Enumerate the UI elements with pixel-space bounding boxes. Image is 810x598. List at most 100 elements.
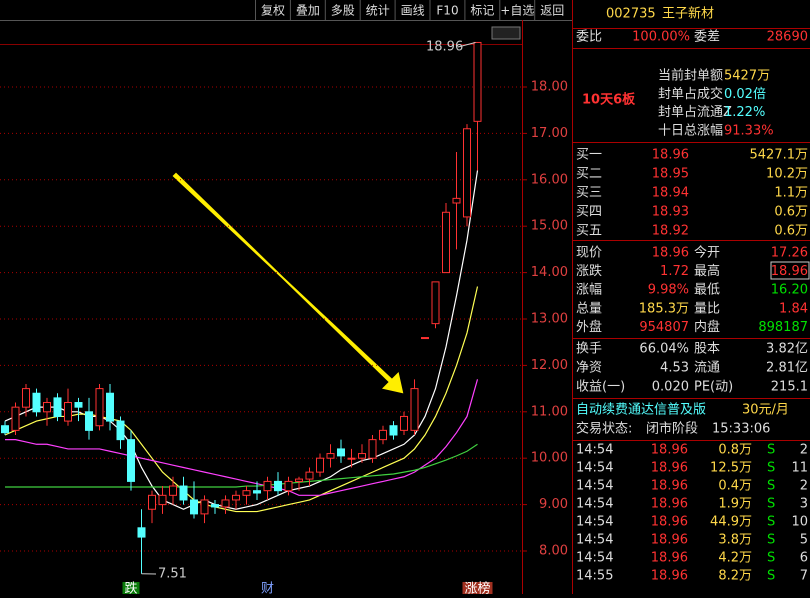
- panel-text: 8.2万: [718, 569, 752, 584]
- panel-text: 14:54: [576, 533, 613, 548]
- candle-body: [275, 481, 282, 490]
- panel-text: 0.6万: [774, 205, 808, 220]
- panel-text: 5: [800, 533, 808, 548]
- panel-text: S: [767, 497, 775, 512]
- panel-text: 6: [800, 551, 808, 566]
- panel-text: 1.84: [779, 301, 808, 316]
- candle-body: [306, 472, 313, 479]
- y-tick-label: 8.00: [539, 544, 568, 559]
- panel-text: 10天6板: [582, 92, 636, 108]
- panel-text: 185.3万: [639, 301, 689, 316]
- panel-text: S: [767, 551, 775, 566]
- panel-text: 18.96: [652, 246, 689, 261]
- panel-text: 1.9万: [718, 497, 752, 512]
- panel-text: 10: [791, 515, 808, 530]
- candle-body: [149, 495, 156, 509]
- panel-text: 内盘: [694, 319, 720, 335]
- panel-text: 0.4万: [718, 479, 752, 494]
- panel-text: 5427.1万: [750, 148, 809, 163]
- toolbar-button[interactable]: 复权: [261, 4, 285, 18]
- candle-body: [2, 426, 9, 433]
- y-tick-label: 12.00: [531, 358, 568, 373]
- panel-text: S: [767, 569, 775, 584]
- panel-text: 委比: [576, 30, 602, 45]
- panel-text: 十日总涨幅: [658, 123, 723, 138]
- candle-body: [128, 440, 135, 482]
- candle-body: [12, 407, 19, 430]
- toolbar-button[interactable]: 画线: [401, 4, 425, 18]
- panel-text: 自动续费通达信普及版: [576, 403, 706, 418]
- candle-body: [96, 389, 103, 426]
- candle-body: [432, 282, 439, 324]
- toolbar-button[interactable]: +自选: [500, 4, 534, 18]
- candle-body: [75, 403, 82, 408]
- panel-text: 外盘: [576, 319, 602, 335]
- candle-body: [191, 500, 198, 514]
- panel-text: 涨跌: [576, 263, 602, 279]
- panel-text: 30元/月: [742, 403, 789, 418]
- panel-text: 总量: [576, 301, 602, 316]
- panel-text: S: [767, 479, 775, 494]
- toolbar-button[interactable]: 标记: [470, 4, 494, 18]
- panel-text: 11: [791, 461, 808, 476]
- panel-text: 17.26: [771, 246, 808, 261]
- panel-text: 涨幅: [576, 283, 602, 298]
- panel-text: 封单占成交: [658, 86, 723, 102]
- candle-body: [44, 403, 51, 412]
- panel-text: 4.53: [660, 361, 689, 376]
- y-tick-label: 10.00: [531, 451, 568, 466]
- candle-body: [33, 393, 40, 412]
- panel-text: S: [767, 533, 775, 548]
- panel-text: 2: [800, 479, 808, 494]
- candle-body: [422, 338, 429, 339]
- panel-text: 3.8万: [718, 533, 752, 548]
- y-tick-label: 17.00: [531, 126, 568, 141]
- panel-text: 交易状态:: [576, 421, 632, 437]
- panel-text: 28690: [767, 30, 808, 45]
- toolbar-button[interactable]: 叠加: [296, 4, 320, 18]
- y-tick-label: 14.00: [531, 265, 568, 280]
- panel-text: 换手: [576, 342, 602, 357]
- panel-text: 委差: [694, 30, 720, 45]
- panel-text: 18.96: [651, 569, 688, 584]
- panel-text: 10.2万: [766, 167, 808, 182]
- panel-text: 18.95: [652, 167, 689, 182]
- candle-body: [212, 505, 219, 507]
- panel-text: 股本: [694, 342, 720, 357]
- toolbar-button[interactable]: 返回: [540, 4, 564, 18]
- panel-text: 18.94: [652, 186, 689, 201]
- panel-text: 14:54: [576, 515, 613, 530]
- panel-text: 最高: [694, 263, 720, 279]
- candle-body: [54, 398, 61, 417]
- panel-text: 14:54: [576, 461, 613, 476]
- window-buttons[interactable]: [492, 27, 520, 39]
- panel-text: 18.93: [652, 205, 689, 220]
- panel-text: 买三: [576, 186, 602, 201]
- panel-text: 买一: [576, 148, 602, 163]
- panel-text: 18.96: [771, 264, 808, 279]
- candle-body: [159, 495, 166, 504]
- candle-body: [86, 412, 93, 431]
- panel-text: 最低: [694, 283, 720, 298]
- toolbar-button[interactable]: 统计: [366, 4, 390, 18]
- panel-text: 14:54: [576, 479, 613, 494]
- candle-body: [317, 458, 324, 472]
- candle-body: [233, 495, 240, 500]
- toolbar-button[interactable]: 多股: [331, 4, 355, 18]
- candle-body: [264, 481, 271, 490]
- candle-body: [443, 212, 450, 272]
- panel-text: 量比: [694, 301, 720, 316]
- panel-text: 44.9万: [710, 515, 752, 530]
- panel-text: 4.2万: [718, 551, 752, 566]
- event-label: 涨榜: [464, 581, 490, 595]
- panel-text: S: [767, 461, 775, 476]
- panel-text: 封单占流通Z: [658, 105, 732, 120]
- panel-text: S: [767, 443, 775, 458]
- candle-body: [380, 430, 387, 439]
- y-tick-label: 16.00: [531, 172, 568, 187]
- toolbar-button[interactable]: F10: [436, 4, 458, 18]
- panel-text: 0.02倍: [724, 87, 766, 102]
- candle-body: [464, 129, 471, 217]
